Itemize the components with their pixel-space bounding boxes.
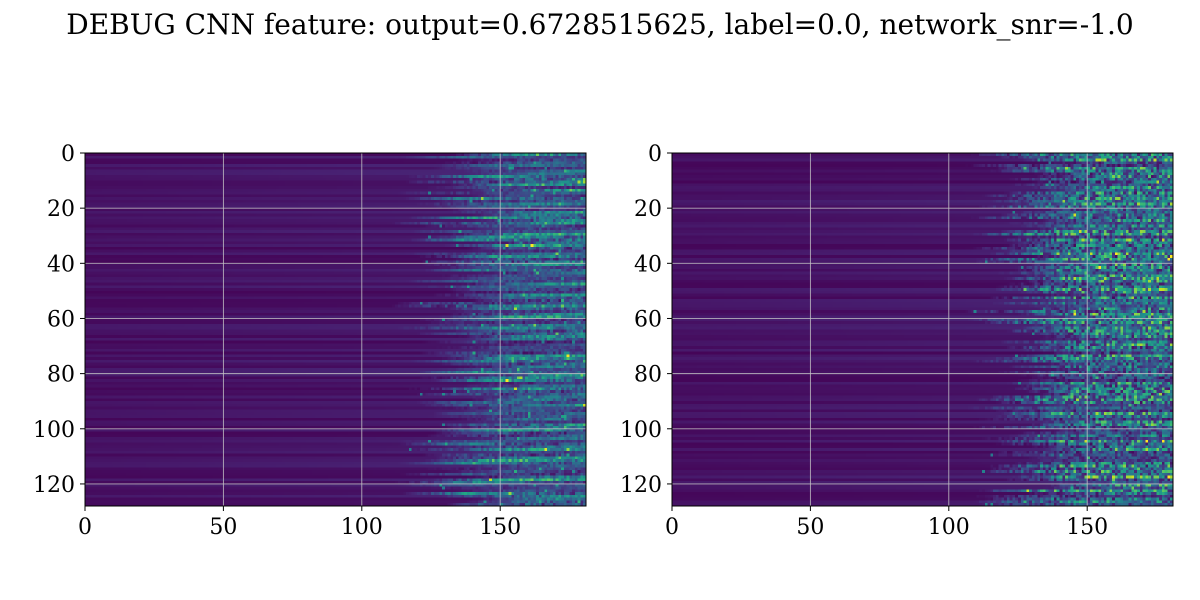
x-tick-label: 0 xyxy=(78,515,92,540)
x-tick-label: 50 xyxy=(796,515,824,540)
y-tick-label: 100 xyxy=(33,418,75,443)
plot-frame xyxy=(84,152,587,507)
heatmap-image xyxy=(85,153,586,506)
heatmap-panel-left: 0 50 100 150 0 20 40 60 80 100 120 xyxy=(33,142,587,540)
x-tick-label: 150 xyxy=(1066,515,1108,540)
y-tick-label: 100 xyxy=(620,418,662,443)
figure-title: DEBUG CNN feature: output=0.6728515625, … xyxy=(66,8,1134,41)
heatmap-panel-right: 0 50 100 150 0 20 40 60 80 100 120 xyxy=(620,142,1174,540)
y-tick-label: 20 xyxy=(634,197,662,222)
x-tick-label: 50 xyxy=(209,515,237,540)
x-tick-label: 150 xyxy=(479,515,521,540)
y-tick-label: 0 xyxy=(61,142,75,167)
heatmap-image xyxy=(672,153,1173,506)
y-tick-label: 0 xyxy=(648,142,662,167)
y-tick-label: 40 xyxy=(47,252,75,277)
plot-frame xyxy=(671,152,1174,507)
x-tick-label: 100 xyxy=(928,515,970,540)
y-tick-label: 20 xyxy=(47,197,75,222)
y-tick-label: 80 xyxy=(634,363,662,388)
y-tick-label: 60 xyxy=(634,307,662,332)
y-tick-label: 120 xyxy=(33,473,75,498)
y-tick-label: 80 xyxy=(47,363,75,388)
y-tick-label: 60 xyxy=(47,307,75,332)
x-tick-label: 0 xyxy=(665,515,679,540)
x-tick-label: 100 xyxy=(341,515,383,540)
y-tick-label: 120 xyxy=(620,473,662,498)
y-tick-label: 40 xyxy=(634,252,662,277)
